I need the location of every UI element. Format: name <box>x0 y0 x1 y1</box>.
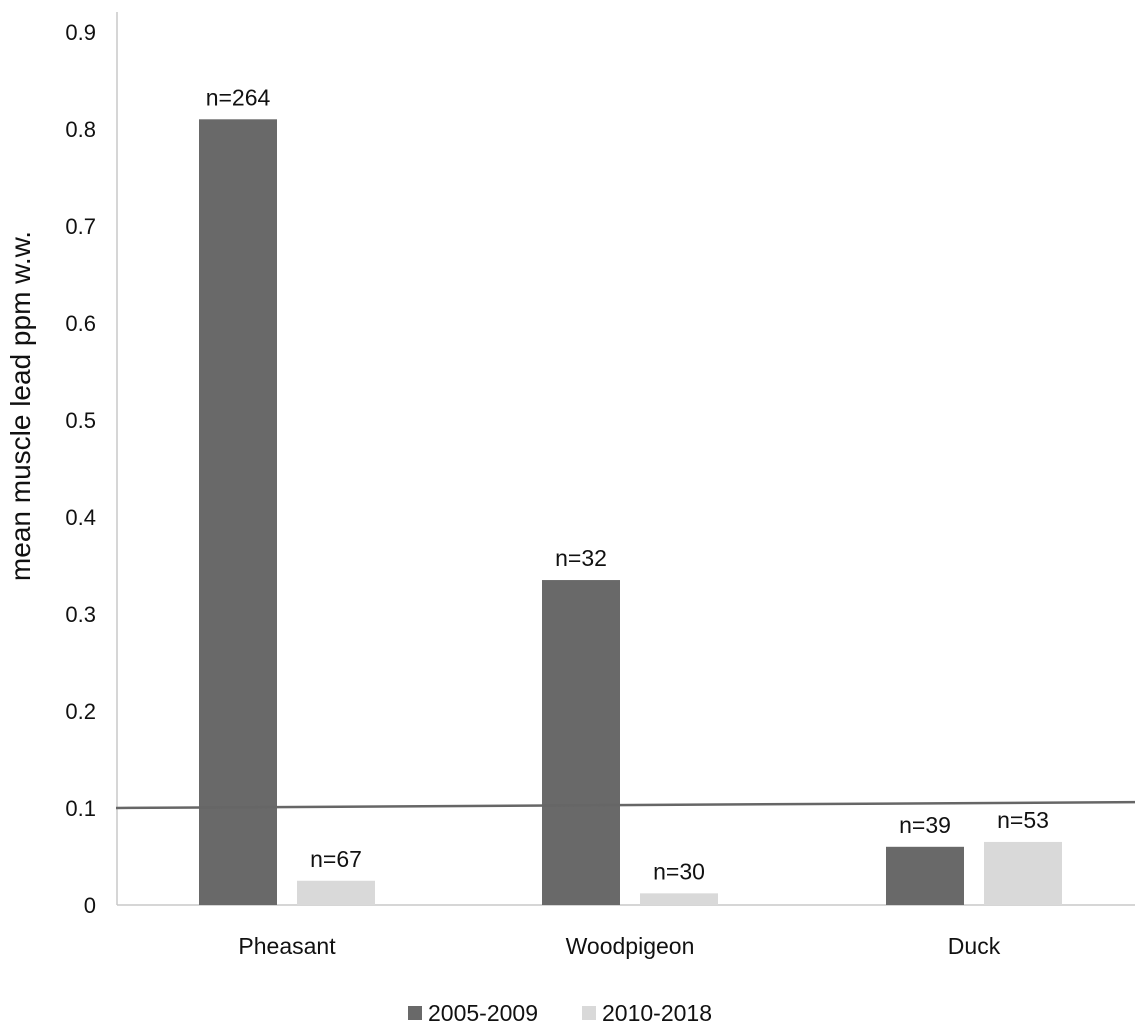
legend-label: 2005-2009 <box>428 1000 538 1026</box>
category-label: Pheasant <box>238 933 336 959</box>
data-label: n=67 <box>310 846 362 872</box>
y-tick-label: 0.5 <box>65 408 96 433</box>
data-label: n=32 <box>555 545 607 571</box>
bars <box>199 119 1062 906</box>
y-tick-label: 0.4 <box>65 505 96 530</box>
data-label: n=30 <box>653 858 705 884</box>
y-axis-ticks: 0 0.1 0.2 0.3 0.4 0.5 0.6 0.7 0.8 0.9 <box>65 20 96 918</box>
y-tick-label: 0.7 <box>65 214 96 239</box>
data-labels: n=264 n=67 n=32 n=30 n=39 n=53 <box>206 84 1049 884</box>
reference-line <box>115 800 1136 810</box>
legend: 2005-2009 2010-2018 <box>408 1000 712 1026</box>
x-axis-categories: Pheasant Woodpigeon Duck <box>238 933 1000 959</box>
y-tick-label: 0.2 <box>65 699 96 724</box>
category-label: Woodpigeon <box>566 933 695 959</box>
category-label: Duck <box>948 933 1001 959</box>
y-tick-label: 0.9 <box>65 20 96 45</box>
legend-swatch <box>408 1006 422 1020</box>
bar-pheasant-2010-2018 <box>297 880 375 905</box>
y-axis-label: mean muscle lead ppm w.w. <box>5 231 36 581</box>
data-label: n=53 <box>997 807 1049 833</box>
bar-woodpigeon-2005-2009 <box>542 580 620 905</box>
y-tick-label: 0.8 <box>65 117 96 142</box>
y-tick-label: 0.6 <box>65 311 96 336</box>
bar-pheasant-2005-2009 <box>199 119 277 906</box>
bar-duck-2005-2009 <box>886 846 964 905</box>
legend-label: 2010-2018 <box>602 1000 712 1026</box>
data-label: n=39 <box>899 812 951 838</box>
y-tick-label: 0.1 <box>65 796 96 821</box>
data-label: n=264 <box>206 84 271 110</box>
bar-woodpigeon-2010-2018 <box>640 893 718 905</box>
bar-duck-2010-2018 <box>984 841 1062 905</box>
legend-swatch <box>582 1006 596 1020</box>
y-tick-label: 0 <box>84 893 96 918</box>
y-tick-label: 0.3 <box>65 602 96 627</box>
